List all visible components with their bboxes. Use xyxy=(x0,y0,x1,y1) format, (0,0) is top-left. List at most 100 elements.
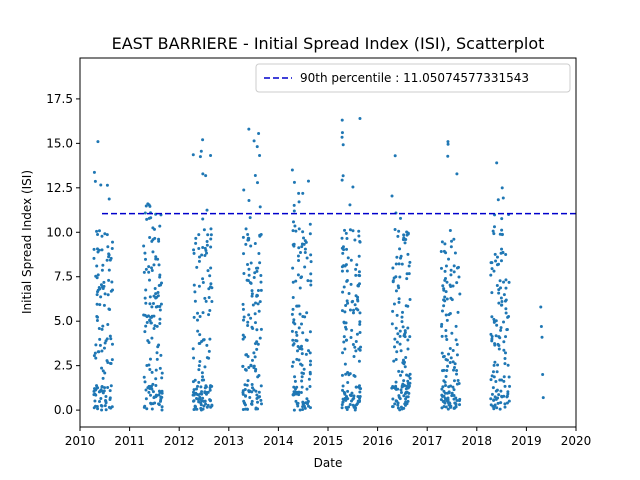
data-point xyxy=(444,313,448,317)
data-point xyxy=(191,399,195,403)
data-point xyxy=(440,309,444,313)
data-point xyxy=(502,280,506,284)
data-point xyxy=(439,266,443,270)
data-point xyxy=(393,402,397,406)
data-point xyxy=(354,385,358,389)
data-point xyxy=(143,330,147,334)
data-point xyxy=(191,153,195,157)
data-point xyxy=(292,180,296,184)
data-point xyxy=(201,280,205,284)
data-point xyxy=(108,361,112,365)
data-point xyxy=(449,245,453,249)
data-point xyxy=(340,309,344,313)
data-point xyxy=(403,329,407,333)
data-point xyxy=(106,323,110,327)
data-point xyxy=(405,373,409,377)
data-point xyxy=(298,286,302,290)
data-point xyxy=(243,403,247,407)
data-point xyxy=(201,245,205,249)
x-tick-label: 2012 xyxy=(164,434,195,448)
data-point xyxy=(406,326,410,330)
data-point xyxy=(95,293,99,297)
data-point xyxy=(341,388,345,392)
data-point xyxy=(344,398,348,402)
x-tick-label: 2010 xyxy=(65,434,96,448)
data-point xyxy=(157,239,161,243)
data-point xyxy=(297,246,301,250)
data-point xyxy=(500,299,504,303)
data-point xyxy=(154,305,158,309)
data-point xyxy=(247,273,251,277)
y-tick-label: 15.0 xyxy=(46,136,73,150)
data-point xyxy=(158,275,162,279)
data-point xyxy=(440,351,444,355)
data-point xyxy=(506,363,510,367)
data-point xyxy=(358,239,362,243)
data-point xyxy=(308,222,312,226)
data-point xyxy=(490,392,494,396)
data-point xyxy=(440,324,443,328)
data-point xyxy=(442,389,446,393)
data-point xyxy=(452,388,456,392)
data-point xyxy=(442,368,446,372)
data-point xyxy=(105,258,109,262)
data-point xyxy=(491,229,495,233)
data-point xyxy=(153,324,157,328)
data-point xyxy=(198,333,202,337)
data-point xyxy=(407,272,411,276)
data-point xyxy=(494,319,498,323)
data-point xyxy=(292,320,295,324)
data-point xyxy=(499,296,503,300)
data-point xyxy=(296,349,299,353)
data-point xyxy=(155,357,159,361)
data-point xyxy=(309,253,313,257)
data-point xyxy=(203,246,207,250)
data-point xyxy=(403,332,407,336)
data-point xyxy=(357,254,361,258)
data-point xyxy=(405,230,409,234)
data-point xyxy=(358,348,362,352)
data-point xyxy=(244,353,248,357)
data-point xyxy=(194,236,198,240)
data-point xyxy=(247,127,251,131)
data-point xyxy=(157,393,161,397)
data-point xyxy=(149,393,153,397)
data-point xyxy=(444,328,448,332)
data-point xyxy=(151,390,155,394)
data-point xyxy=(454,324,458,328)
data-point xyxy=(452,365,456,369)
data-point xyxy=(103,371,107,375)
data-point xyxy=(394,289,398,293)
data-point xyxy=(291,296,295,300)
data-point xyxy=(444,264,448,268)
data-point xyxy=(258,336,262,340)
data-point xyxy=(293,379,297,383)
data-point xyxy=(398,342,402,346)
data-point xyxy=(299,250,303,254)
data-point xyxy=(144,204,148,208)
data-point xyxy=(192,356,196,360)
data-point xyxy=(92,256,96,260)
y-tick-label: 17.5 xyxy=(46,92,73,106)
data-point xyxy=(349,336,353,339)
data-point xyxy=(396,387,400,391)
data-point xyxy=(499,326,503,330)
data-point xyxy=(258,234,262,238)
data-point xyxy=(257,309,261,313)
data-point xyxy=(144,267,148,271)
data-point xyxy=(351,185,355,189)
data-point xyxy=(294,330,298,334)
data-point xyxy=(445,368,449,372)
data-point xyxy=(496,363,500,367)
data-point xyxy=(393,337,397,341)
data-point xyxy=(159,395,163,399)
data-point xyxy=(490,339,494,343)
data-point xyxy=(446,401,450,405)
data-point xyxy=(154,292,158,296)
data-point xyxy=(347,405,351,409)
data-point xyxy=(101,263,105,267)
data-point xyxy=(209,282,213,286)
data-point xyxy=(400,370,404,374)
data-point xyxy=(98,287,102,291)
y-tick-label: 2.5 xyxy=(54,359,73,373)
